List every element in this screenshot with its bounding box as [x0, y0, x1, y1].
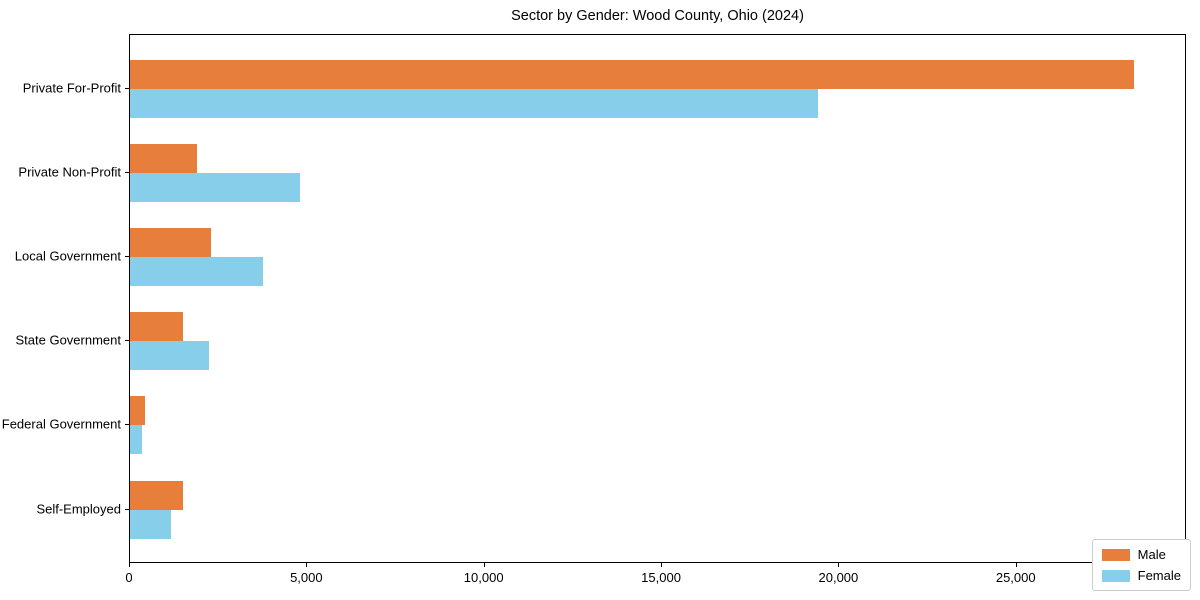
bar-female-federal-government — [130, 425, 142, 455]
legend: Male Female — [1091, 539, 1191, 591]
x-tick-mark — [129, 563, 130, 567]
y-tick-mark — [125, 424, 129, 426]
category-label-private-non-profit: Private Non-Profit — [18, 164, 121, 180]
bar-male-private-non-profit — [130, 144, 198, 174]
category-label-self-employed: Self-Employed — [36, 501, 121, 516]
x-tick-mark — [306, 563, 308, 567]
x-tick-label-20000: 20,000 — [818, 570, 859, 585]
x-tick-label-0: 0 — [125, 570, 133, 585]
x-tick-mark — [483, 563, 485, 567]
category-label-private-for-profit: Private For-Profit — [22, 80, 121, 96]
legend-item-male: Male — [1101, 547, 1181, 562]
y-tick-mark — [125, 88, 129, 89]
x-tick-label-5000: 5,000 — [290, 570, 323, 585]
bar-female-local-government — [130, 257, 263, 287]
legend-label-female: Female — [1137, 568, 1181, 583]
female-color-swatch — [1101, 569, 1130, 582]
bar-male-private-for-profit — [130, 60, 1134, 89]
legend-item-female: Female — [1101, 568, 1181, 583]
x-tick-mark — [1015, 563, 1017, 567]
bar-female-state-government — [130, 341, 210, 371]
category-label-local-government: Local Government — [14, 248, 121, 264]
category-label-federal-government: Federal Government — [1, 416, 121, 432]
chart-title: Sector by Gender: Wood County, Ohio (202… — [511, 8, 804, 24]
bar-male-state-government — [130, 312, 184, 342]
bar-female-private-non-profit — [130, 173, 301, 203]
bar-female-private-for-profit — [130, 89, 819, 118]
male-color-swatch — [1101, 548, 1130, 561]
plot-area — [129, 34, 1186, 563]
bar-male-federal-government — [130, 396, 145, 426]
bar-male-self-employed — [130, 480, 183, 510]
y-tick-mark — [125, 256, 129, 258]
bar-male-local-government — [130, 228, 211, 258]
y-tick-mark — [125, 508, 129, 510]
x-tick-mark — [661, 563, 663, 567]
x-tick-label-10000: 10,000 — [463, 570, 504, 585]
legend-label-male: Male — [1137, 547, 1166, 562]
y-tick-mark — [125, 172, 129, 174]
bar-female-self-employed — [130, 509, 172, 539]
x-tick-label-25000: 25,000 — [995, 570, 1036, 585]
y-tick-mark — [125, 340, 129, 342]
category-label-state-government: State Government — [15, 332, 122, 348]
x-tick-mark — [838, 563, 840, 567]
x-tick-label-15000: 15,000 — [641, 570, 681, 585]
